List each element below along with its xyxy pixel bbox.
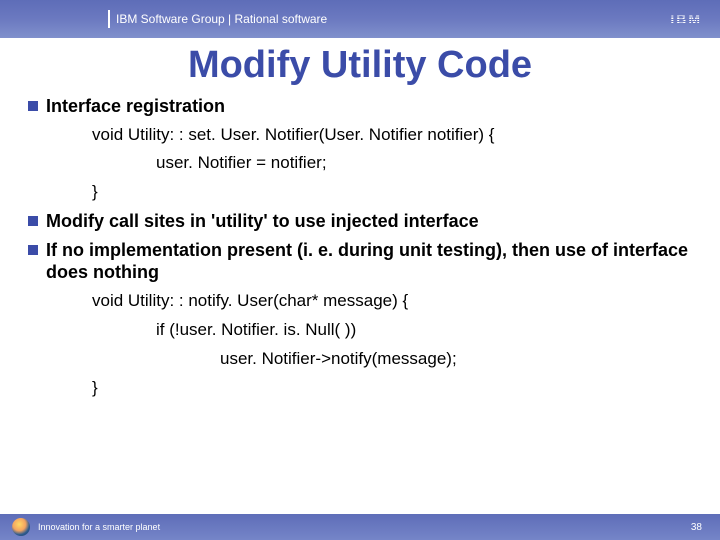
ibm-logo-icon: IBM — [670, 11, 702, 27]
bullet-marker-icon — [28, 245, 38, 255]
code-line: } — [28, 181, 692, 204]
code-line: if (!user. Notifier. is. Null( )) — [28, 319, 692, 342]
header-divider — [108, 10, 110, 28]
bullet-row: Interface registration — [28, 95, 692, 118]
header-left: IBM Software Group | Rational software — [0, 0, 327, 38]
bullet-row: Modify call sites in 'utility' to use in… — [28, 210, 692, 233]
code-line: user. Notifier->notify(message); — [28, 348, 692, 371]
bullet-marker-icon — [28, 216, 38, 226]
slide-title: Modify Utility Code — [0, 44, 720, 87]
globe-icon — [12, 518, 30, 536]
page-number: 38 — [691, 522, 702, 533]
code-line: void Utility: : notify. User(char* messa… — [28, 290, 692, 313]
header-text: IBM Software Group | Rational software — [116, 12, 327, 26]
code-line: void Utility: : set. User. Notifier(User… — [28, 124, 692, 147]
code-line: user. Notifier = notifier; — [28, 152, 692, 175]
bullet-text: If no implementation present (i. e. duri… — [46, 239, 692, 284]
bullet-text: Interface registration — [46, 95, 225, 118]
bullet-section: Interface registration void Utility: : s… — [28, 95, 692, 204]
header-bar: IBM Software Group | Rational software I… — [0, 0, 720, 38]
bullet-section: Modify call sites in 'utility' to use in… — [28, 210, 692, 233]
code-line: } — [28, 377, 692, 400]
bullet-row: If no implementation present (i. e. duri… — [28, 239, 692, 284]
footer-text: Innovation for a smarter planet — [38, 522, 160, 532]
bullet-text: Modify call sites in 'utility' to use in… — [46, 210, 479, 233]
slide-content: Interface registration void Utility: : s… — [0, 95, 720, 400]
footer-bar: Innovation for a smarter planet 38 — [0, 514, 720, 540]
bullet-marker-icon — [28, 101, 38, 111]
footer-left: Innovation for a smarter planet — [12, 518, 160, 536]
bullet-section: If no implementation present (i. e. duri… — [28, 239, 692, 400]
